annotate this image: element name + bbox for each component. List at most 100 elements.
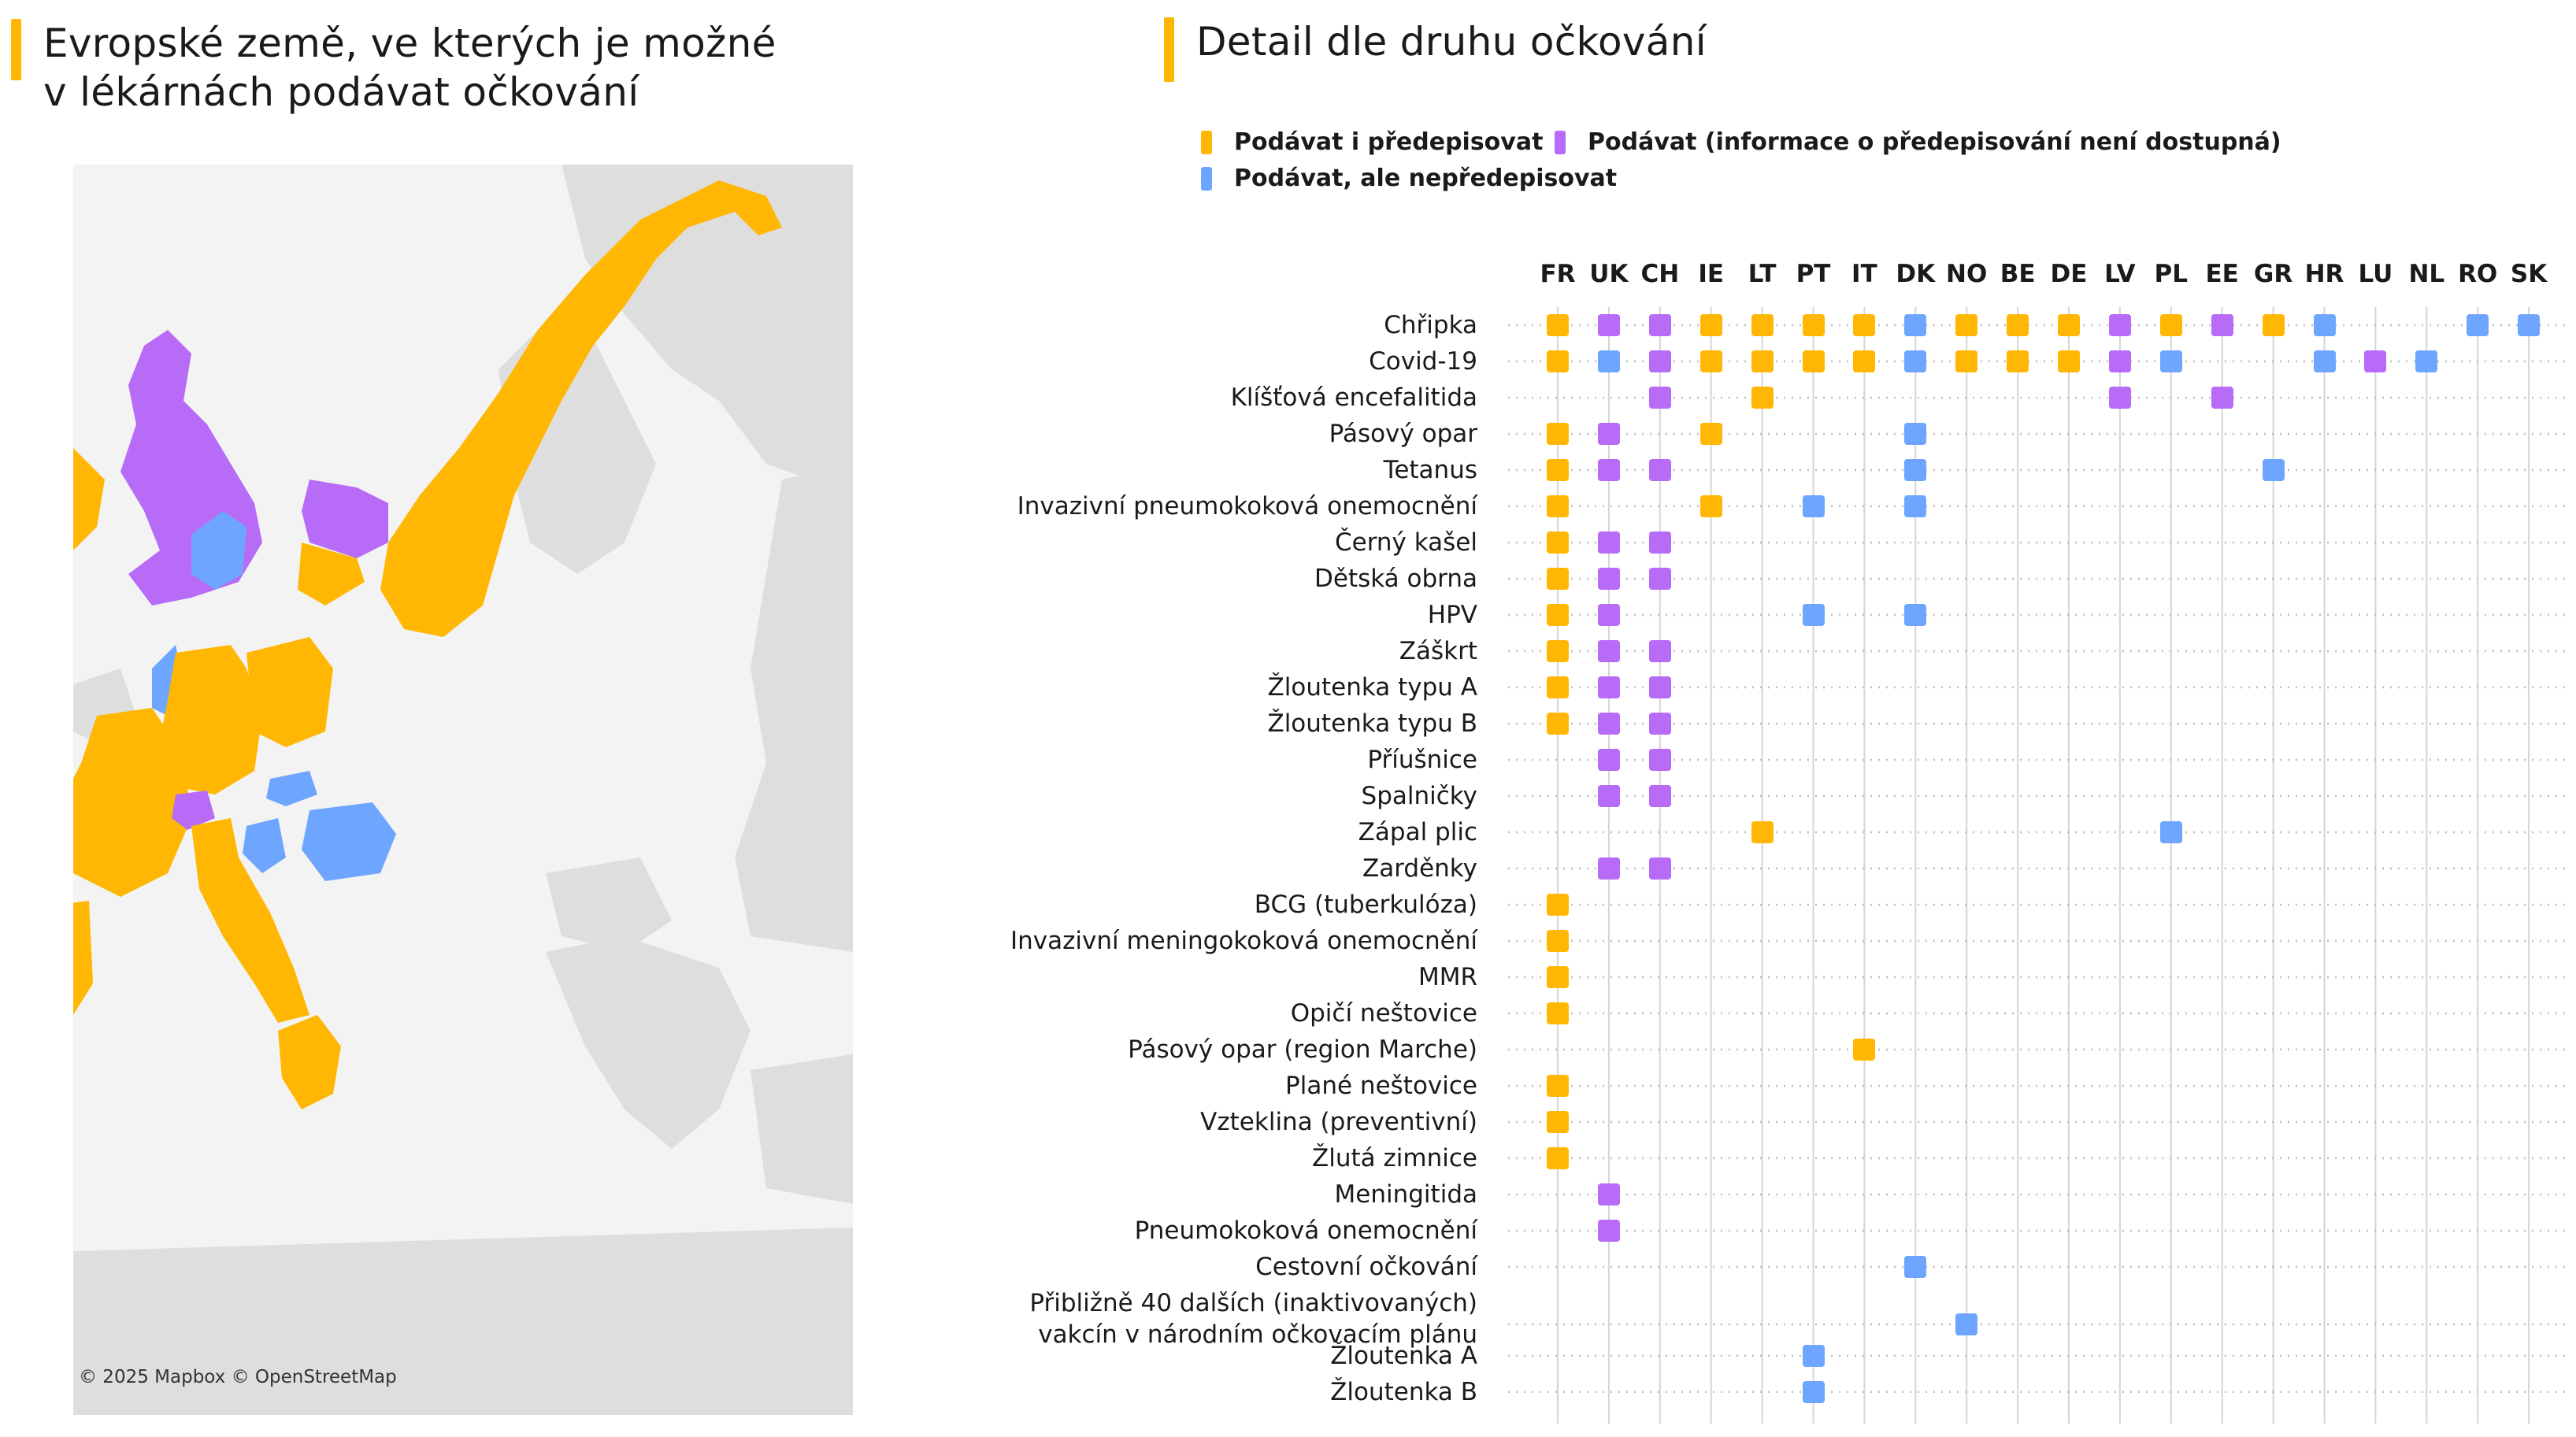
region-italy	[191, 818, 309, 1023]
row-label: Černý kašel	[1335, 527, 1477, 558]
row-label-line: Dětská obrna	[1314, 565, 1477, 593]
mark-fr	[1547, 604, 1569, 626]
mark-ch	[1648, 459, 1671, 481]
row-label: Covid-19	[1369, 346, 1477, 377]
mark-sk	[2518, 314, 2541, 336]
row-label-line: Klíšťová encefalitida	[1230, 383, 1477, 412]
column-header-pt: PT	[1796, 260, 1831, 288]
mark-hr	[2313, 314, 2336, 336]
mark-lt	[1751, 821, 1774, 843]
mark-uk	[1597, 749, 1620, 771]
mark-fr	[1547, 495, 1569, 517]
mark-fr	[1547, 1002, 1569, 1024]
row-label-line: Žlutá zimnice	[1312, 1144, 1477, 1172]
region-romania	[302, 802, 396, 881]
row-label-line: Žloutenka B	[1330, 1377, 1477, 1406]
column-header-sk: SK	[2510, 260, 2548, 288]
region-ireland	[73, 448, 105, 550]
row-label: Zápal plic	[1358, 817, 1477, 848]
map-title-line-1: Evropské země, ve kterých je možné	[43, 20, 777, 66]
row-label: Opičí neštovice	[1291, 998, 1477, 1029]
mark-pl	[2159, 350, 2182, 372]
region-switzerland	[172, 791, 215, 830]
row-label-line: Meningitida	[1334, 1180, 1477, 1209]
mark-lt	[1751, 350, 1774, 372]
row-label-line: Opičí neštovice	[1290, 999, 1477, 1028]
column-header-hr: HR	[2304, 260, 2344, 288]
europe-map	[73, 165, 853, 1415]
row-label-line: Žloutenka typu A	[1267, 673, 1477, 702]
column-header-ch: CH	[1640, 260, 1680, 288]
row-label-line: Covid-19	[1369, 347, 1477, 376]
row-label: HPV	[1428, 599, 1477, 631]
mark-uk	[1597, 604, 1620, 626]
row-label-line: Invazivní meningokoková onemocnění	[1010, 927, 1477, 955]
mark-ch	[1648, 568, 1671, 590]
column-header-fr: FR	[1540, 260, 1576, 288]
mark-no	[1955, 350, 1978, 372]
mark-gr	[2262, 459, 2285, 481]
mark-dk	[1904, 604, 1927, 626]
mark-fr	[1547, 1147, 1569, 1169]
mark-pt	[1802, 495, 1825, 517]
region-croatia	[243, 818, 286, 873]
row-label: BCG (tuberkulóza)	[1255, 889, 1477, 920]
mark-ch	[1648, 713, 1671, 735]
mark-ie	[1699, 314, 1722, 336]
mark-dk	[1904, 423, 1927, 445]
mark-fr	[1547, 1111, 1569, 1133]
region-poland	[246, 637, 333, 747]
mark-ie	[1699, 350, 1722, 372]
legend-item-no-prescribe: Podávat, ale nepředepisovat	[1201, 165, 1617, 192]
legend-label-prescribe: Podávat i předepisovat	[1234, 128, 1544, 156]
row-label-line: Cestovní očkování	[1255, 1253, 1477, 1281]
europe-map-svg	[73, 165, 853, 1415]
column-header-ee: EE	[2205, 260, 2239, 288]
column-header-ie: IE	[1698, 260, 1725, 288]
mark-lu	[2364, 350, 2387, 372]
legend-item-no-info: Podávat (informace o předepisování není …	[1555, 128, 2281, 156]
row-label-line: Žloutenka A	[1330, 1341, 1477, 1370]
row-label: Invazivní meningokoková onemocnění	[1010, 925, 1477, 957]
mark-it	[1853, 1039, 1876, 1061]
column-header-pl: PL	[2154, 260, 2189, 288]
region-portugal	[73, 901, 93, 1015]
mark-dk	[1904, 314, 1927, 336]
mark-fr	[1547, 676, 1569, 698]
mark-fr	[1547, 459, 1569, 481]
row-label: Pneumokoková onemocnění	[1135, 1215, 1477, 1246]
region-greece	[278, 1015, 341, 1109]
mark-pt	[1802, 350, 1825, 372]
row-label: Pásový opar (region Marche)	[1128, 1034, 1477, 1065]
land-east-europe	[735, 464, 853, 952]
mark-be	[2007, 350, 2029, 372]
region-slovakia	[266, 771, 317, 806]
row-label-line: Černý kašel	[1334, 528, 1477, 557]
chart-title-block: Detail dle druhu očkování	[1164, 17, 1707, 82]
mark-be	[2007, 314, 2029, 336]
mark-ch	[1648, 749, 1671, 771]
mark-fr	[1547, 568, 1569, 590]
mark-pt	[1802, 1380, 1825, 1403]
row-label: Přibližně 40 dalších (inaktivovaných) vak…	[1029, 1287, 1477, 1350]
legend-label-no-info: Podávat (informace o předepisování není …	[1588, 128, 2281, 156]
legend-label-no-prescribe: Podávat, ale nepředepisovat	[1234, 165, 1618, 192]
mark-uk	[1597, 676, 1620, 698]
mark-ee	[2211, 314, 2233, 336]
row-label: Spalničky	[1362, 780, 1477, 812]
row-label: Záškrt	[1399, 635, 1477, 667]
legend-swatch-no-prescribe	[1201, 166, 1212, 191]
land-turkey	[751, 1054, 853, 1204]
mark-uk	[1597, 314, 1620, 336]
mark-lv	[2108, 387, 2131, 409]
mark-fr	[1547, 531, 1569, 554]
mark-uk	[1597, 1183, 1620, 1206]
row-label: Pásový opar	[1329, 418, 1477, 450]
chart-title: Detail dle druhu očkování	[1196, 19, 1707, 65]
mark-pt	[1802, 604, 1825, 626]
row-label: Invazivní pneumokoková onemocnění	[1017, 491, 1477, 522]
mark-ch	[1648, 350, 1671, 372]
mark-no	[1955, 314, 1978, 336]
mark-it	[1853, 350, 1876, 372]
row-label-line: HPV	[1427, 601, 1477, 629]
